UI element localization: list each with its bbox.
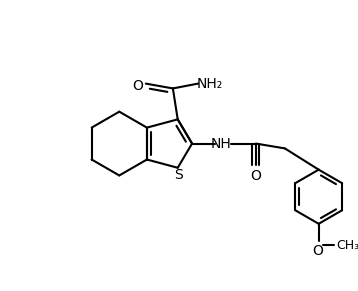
Text: S: S bbox=[174, 168, 183, 182]
Text: O: O bbox=[312, 244, 323, 258]
Text: NH: NH bbox=[211, 136, 231, 150]
Text: CH₃: CH₃ bbox=[336, 239, 358, 251]
Text: O: O bbox=[250, 169, 261, 183]
Text: NH₂: NH₂ bbox=[197, 77, 223, 91]
Text: O: O bbox=[133, 79, 144, 93]
